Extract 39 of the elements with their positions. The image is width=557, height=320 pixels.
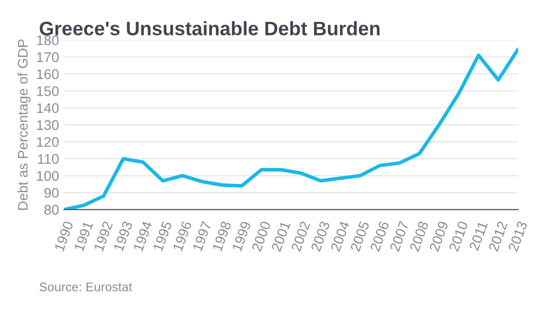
x-tick-label: 2010 [448, 220, 468, 252]
y-tick-label: 130 [37, 120, 59, 130]
x-tick-label: 2003 [310, 220, 330, 252]
x-tick-label: 1998 [212, 220, 232, 252]
y-tick-label: 170 [37, 52, 59, 62]
y-tick-label: 90 [44, 188, 59, 198]
source-note: Source: Eurostat [40, 282, 132, 292]
y-tick-label: 180 [37, 35, 59, 46]
x-tick-label: 2005 [350, 220, 370, 252]
y-tick-label: 120 [37, 137, 59, 147]
y-tick-label: 150 [37, 86, 59, 96]
y-tick-label: 110 [38, 154, 59, 164]
x-tick-label: 2002 [290, 220, 310, 252]
x-tick-label: 1993 [113, 220, 133, 252]
y-tick-label: 80 [44, 204, 59, 215]
x-tick-label: 1990 [54, 220, 74, 252]
y-axis-title: Debt as Percentage of GDP [18, 39, 30, 210]
x-tick-label: 2011 [468, 220, 488, 251]
y-tick-label: 100 [37, 171, 59, 181]
x-tick-label: 1991 [74, 220, 94, 252]
x-tick-label: 2009 [429, 220, 448, 252]
x-tick-label: 1999 [232, 220, 252, 252]
x-tick-label: 2001 [271, 220, 291, 252]
x-tick-label: 2012 [488, 220, 508, 252]
chart-title: Greece's Unsustainable Debt Burden [40, 21, 380, 36]
x-tick-label: 2004 [330, 220, 350, 252]
x-tick-label: 2013 [508, 220, 528, 252]
x-tick-label: 1992 [94, 220, 113, 252]
x-tick-label: 1994 [133, 220, 152, 252]
y-tick-label: 140 [37, 103, 59, 114]
x-tick-label: 2000 [251, 220, 271, 252]
x-tick-label: 2006 [370, 220, 390, 252]
y-tick-label: 160 [37, 69, 59, 80]
x-tick-label: 1996 [172, 220, 192, 252]
line-series [64, 48, 518, 210]
x-tick-label: 1997 [192, 220, 212, 252]
x-tick-label: 1995 [152, 220, 172, 252]
x-tick-label: 2008 [409, 220, 429, 252]
x-tick-label: 2007 [390, 220, 409, 252]
